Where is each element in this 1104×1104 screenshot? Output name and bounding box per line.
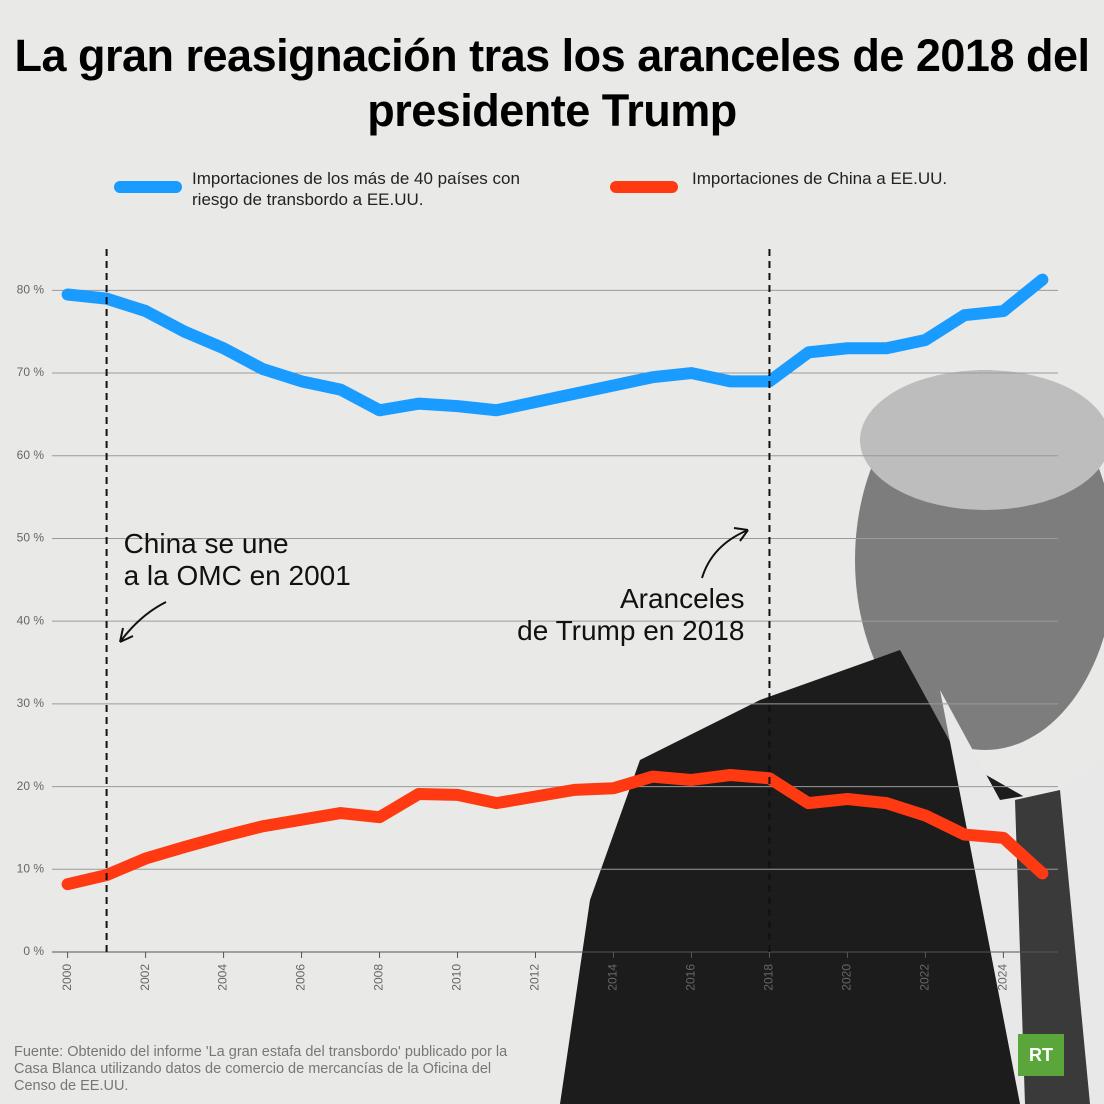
y-tick-label: 0 %	[23, 944, 44, 958]
x-tick-label: 2018	[762, 964, 776, 991]
x-tick-label: 2008	[372, 964, 386, 991]
y-tick-label: 20 %	[17, 779, 45, 793]
x-tick-label: 2022	[918, 964, 932, 991]
x-tick-label: 2010	[450, 964, 464, 991]
y-tick-label: 60 %	[17, 448, 45, 462]
x-tick-label: 2016	[684, 964, 698, 991]
x-tick-label: 2014	[606, 964, 620, 991]
series-line	[61, 273, 1049, 417]
photo-silhouette	[560, 370, 1104, 1104]
legend-label: Importaciones de China a EE.UU.	[692, 169, 948, 188]
y-tick-label: 30 %	[17, 696, 45, 710]
x-tick-label: 2020	[840, 964, 854, 991]
annotation: Aranceles de Trump en 2018	[399, 583, 744, 647]
x-tick-label: 2024	[996, 964, 1010, 991]
y-tick-label: 70 %	[17, 365, 45, 379]
annotation-line: China se une	[123, 528, 289, 559]
y-tick-label: 80 %	[17, 283, 45, 297]
arrow	[119, 601, 167, 643]
y-tick-label: 10 %	[17, 861, 45, 875]
x-tick-label: 2000	[60, 964, 74, 991]
y-tick-label: 50 %	[17, 531, 45, 545]
annotation: China se une a la OMC en 2001	[124, 528, 351, 592]
x-tick-label: 2004	[216, 964, 230, 991]
x-tick-label: 2006	[294, 964, 308, 991]
annotation-line: de Trump en 2018	[517, 615, 745, 646]
x-tick-label: 2012	[528, 964, 542, 991]
annotation-line: Aranceles	[619, 583, 745, 614]
series-line	[61, 769, 1049, 891]
x-tick-label: 2002	[138, 964, 152, 991]
annotation-line: a la OMC en 2001	[123, 560, 351, 591]
y-tick-label: 40 %	[17, 613, 45, 627]
legend-label: Importaciones de los más de 40 países co…	[192, 169, 520, 209]
chart-title: La gran reasignación tras los aranceles …	[14, 30, 1090, 136]
logo: RT	[1018, 1034, 1064, 1076]
source-note: Fuente: Obtenido del informe 'La gran es…	[14, 1044, 508, 1094]
arrow	[701, 527, 749, 579]
